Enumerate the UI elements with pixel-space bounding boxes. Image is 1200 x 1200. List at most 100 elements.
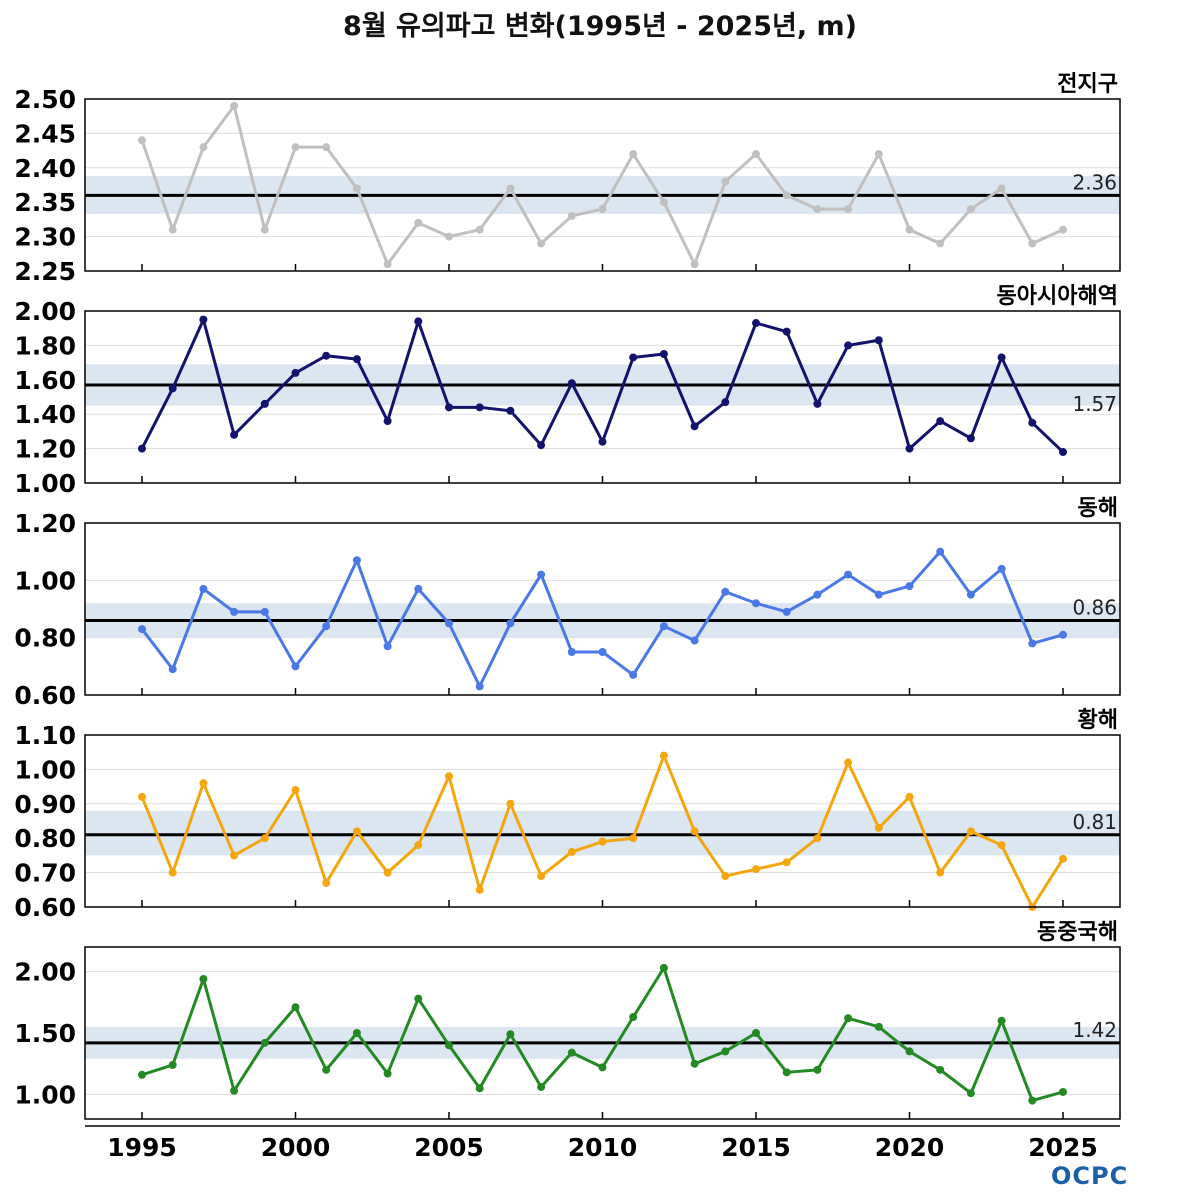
data-point — [598, 437, 607, 446]
mean-value-label: 1.57 — [1072, 392, 1117, 416]
data-point — [874, 823, 883, 832]
data-point — [322, 878, 331, 887]
x-tick-label: 2025 — [1028, 1133, 1098, 1162]
y-tick-label: 0.90 — [14, 790, 76, 819]
data-point — [291, 1003, 300, 1012]
data-point — [1059, 448, 1067, 457]
data-point — [721, 587, 730, 596]
panel-2: 0.86 0.60 0.80 1.00 1.20 동해 — [14, 496, 1121, 710]
data-point — [782, 327, 791, 336]
data-point — [782, 607, 791, 616]
data-point — [752, 1029, 760, 1037]
data-point — [997, 564, 1006, 573]
data-point — [260, 834, 269, 843]
data-point — [199, 584, 208, 593]
y-tick-label: 1.00 — [14, 566, 76, 595]
data-point — [506, 1030, 515, 1039]
data-point — [383, 868, 392, 877]
mean-value-label: 2.36 — [1072, 170, 1117, 194]
x-tick-label: 2000 — [261, 1133, 331, 1162]
data-point — [475, 682, 484, 691]
panel-0: 2.36 2.25 2.30 2.35 2.40 2.45 2.50 전지구 — [14, 72, 1121, 286]
data-point — [629, 150, 638, 159]
data-point — [813, 1065, 822, 1074]
data-point — [567, 379, 576, 388]
data-point — [659, 622, 668, 631]
region-label: 동해 — [1078, 496, 1118, 521]
data-point — [659, 751, 668, 760]
data-point — [199, 143, 208, 152]
data-point — [1059, 854, 1067, 863]
y-tick-label: 0.60 — [14, 893, 76, 922]
data-point — [1028, 239, 1037, 248]
data-point — [567, 1048, 576, 1057]
data-point — [813, 205, 822, 214]
data-point — [537, 1083, 546, 1092]
data-point — [230, 607, 239, 616]
data-point — [752, 319, 760, 328]
data-point — [966, 827, 975, 836]
data-point — [260, 225, 269, 234]
data-point — [291, 368, 300, 377]
data-point — [659, 350, 668, 358]
data-point — [475, 1084, 484, 1093]
data-point — [260, 1038, 269, 1047]
data-point — [475, 225, 484, 234]
data-point — [322, 622, 331, 631]
data-point — [537, 872, 546, 881]
data-point — [475, 403, 484, 412]
data-point — [690, 422, 699, 431]
data-point — [138, 444, 146, 453]
data-point — [199, 779, 208, 788]
region-label: 동아시아해역 — [997, 284, 1118, 309]
data-point — [567, 847, 576, 856]
data-point — [383, 642, 392, 651]
data-point — [690, 260, 699, 269]
data-point — [445, 1041, 453, 1050]
data-point — [414, 841, 423, 850]
data-point — [414, 218, 423, 227]
data-point — [322, 143, 331, 152]
data-point — [598, 837, 607, 846]
data-point — [936, 547, 945, 556]
data-point — [690, 1059, 699, 1068]
data-point — [138, 136, 146, 145]
data-point — [905, 444, 914, 453]
y-tick-label: 2.30 — [14, 223, 76, 252]
data-point — [844, 341, 853, 350]
data-point — [966, 590, 975, 599]
data-point — [966, 434, 975, 443]
data-point — [567, 211, 576, 220]
data-point — [752, 599, 760, 608]
data-point — [997, 841, 1006, 850]
data-point — [1028, 639, 1037, 648]
data-point — [168, 868, 177, 877]
data-point — [138, 792, 146, 801]
data-point — [997, 1016, 1006, 1025]
y-tick-label: 2.25 — [14, 257, 76, 286]
y-tick-label: 2.50 — [14, 85, 76, 114]
mean-value-label: 1.42 — [1072, 1018, 1117, 1042]
x-tick-label: 2010 — [568, 1133, 638, 1162]
data-point — [1059, 1087, 1067, 1096]
data-point — [782, 858, 791, 867]
ocpc-logo: OCPC — [1051, 1162, 1129, 1190]
data-point — [230, 101, 239, 110]
data-point — [905, 582, 914, 591]
y-tick-label: 1.40 — [14, 400, 76, 429]
data-point — [506, 799, 515, 808]
data-point — [752, 150, 760, 159]
data-point — [1028, 1096, 1037, 1105]
data-point — [291, 143, 300, 152]
data-point — [905, 225, 914, 234]
data-point — [260, 399, 269, 408]
data-point — [936, 868, 945, 877]
data-point — [874, 150, 883, 159]
mean-value-label: 0.81 — [1072, 810, 1117, 834]
data-point — [230, 430, 239, 439]
data-point — [414, 994, 423, 1003]
data-point — [445, 619, 453, 628]
data-point — [1059, 225, 1067, 234]
data-point — [567, 648, 576, 656]
data-point — [291, 662, 300, 671]
